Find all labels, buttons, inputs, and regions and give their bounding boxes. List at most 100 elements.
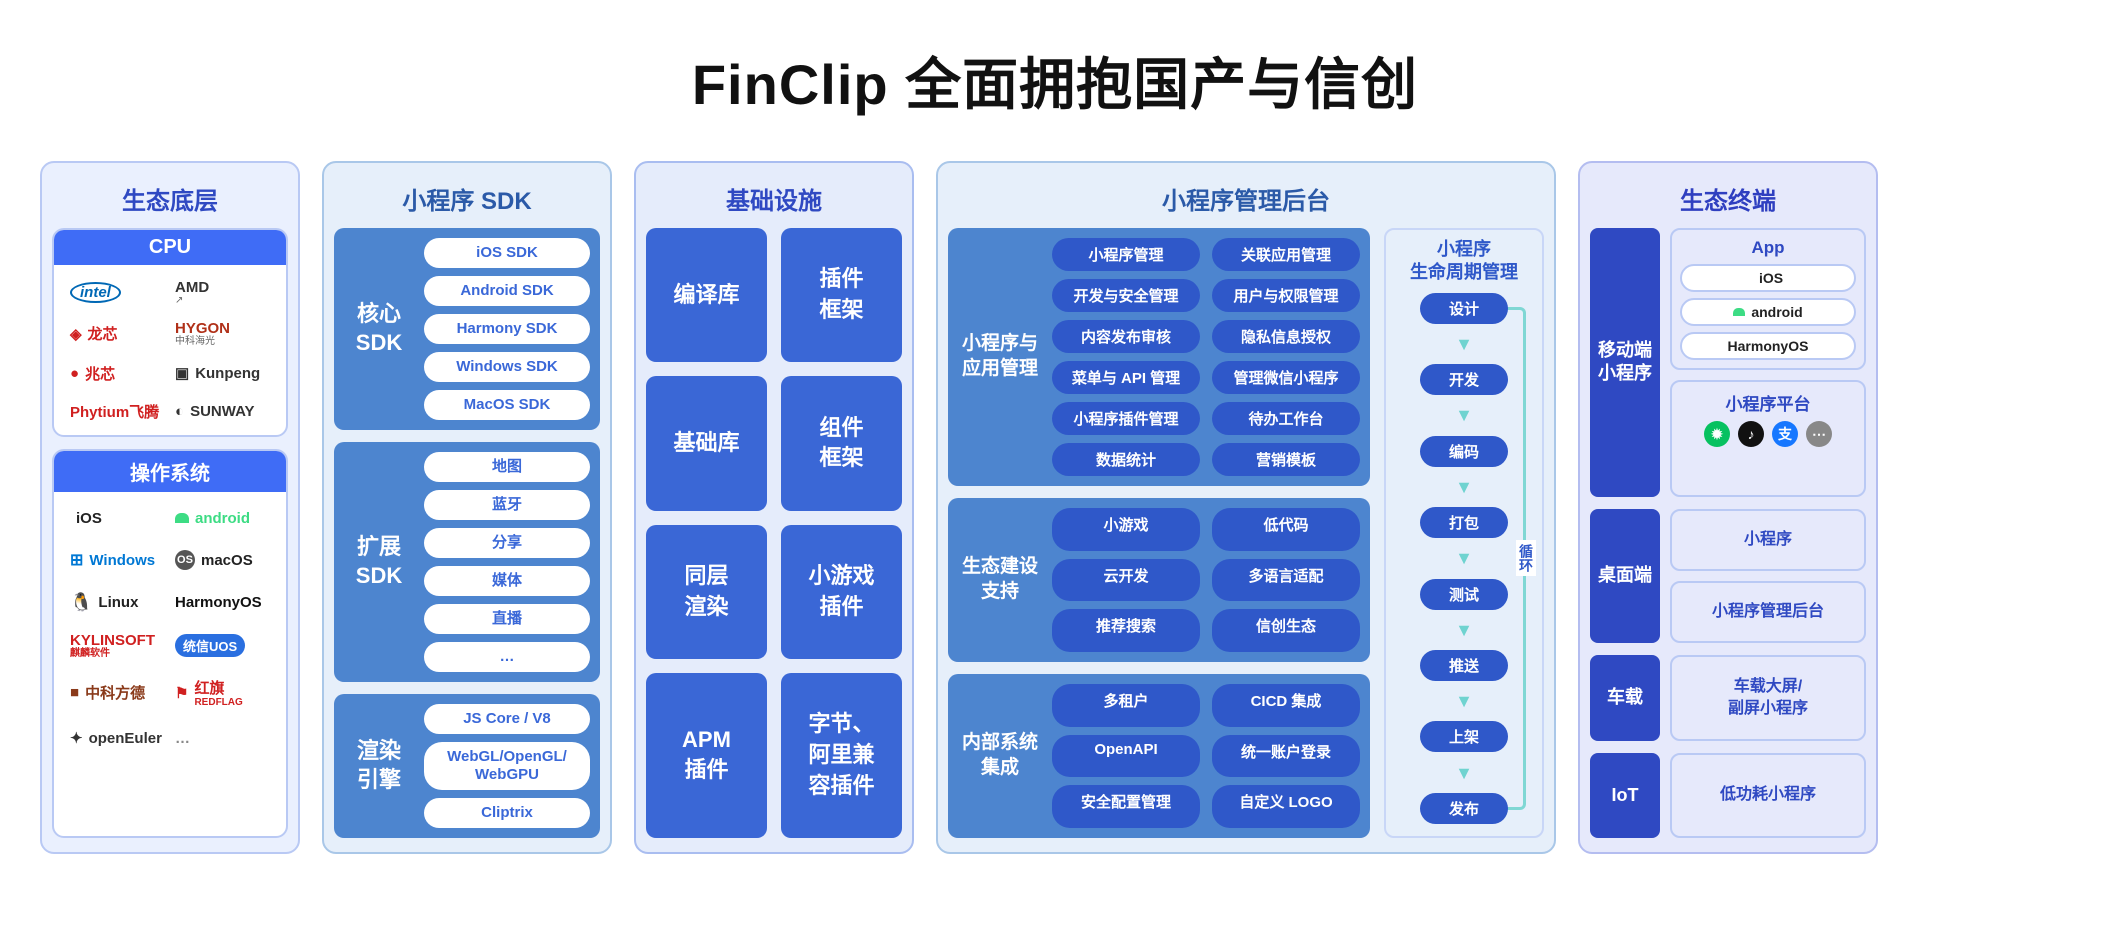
terminal-panel-title: App <box>1680 238 1856 258</box>
os-logo: … <box>175 726 270 750</box>
terminal-app-panel: AppiOSandroidHarmonyOS <box>1670 228 1866 370</box>
sdk-pill: 地图 <box>424 452 590 482</box>
mgmt-side-label: 内部系统集成 <box>958 684 1042 828</box>
sdk-pill: JS Core / V8 <box>424 704 590 734</box>
mgmt-pill: 菜单与 API 管理 <box>1052 361 1200 394</box>
mgmt-pill: 小程序管理 <box>1052 238 1200 271</box>
mgmt-pill: 多语言适配 <box>1212 559 1360 602</box>
platform-icon: ⋯ <box>1806 421 1832 447</box>
col2-header: 小程序 SDK <box>334 173 600 228</box>
infra-cell: APM插件 <box>646 673 767 838</box>
sdk-side-label: 核心SDK <box>344 238 414 420</box>
sdk-side-label: 扩展SDK <box>344 452 414 672</box>
os-title: 操作系统 <box>54 451 286 492</box>
os-logo: 🐧Linux <box>70 590 165 614</box>
col5-header: 生态终端 <box>1590 173 1866 228</box>
os-logo: ⊞Windows <box>70 548 165 572</box>
lifecycle-step: 开发 <box>1420 364 1508 395</box>
sdk-block: 渲染引擎JS Core / V8WebGL/OpenGL/WebGPUClipt… <box>334 694 600 838</box>
terminal-body: 移动端小程序AppiOSandroidHarmonyOS小程序平台✹♪支⋯桌面端… <box>1590 228 1866 838</box>
terminal-panel-title: 小程序平台 <box>1680 390 1856 415</box>
mgmt-pill: 信创生态 <box>1212 609 1360 652</box>
mgmt-pill: 关联应用管理 <box>1212 238 1360 271</box>
cpu-logo: Phytium飞腾 <box>70 399 165 423</box>
sdk-blocks: 核心SDKiOS SDKAndroid SDKHarmony SDKWindow… <box>334 228 600 838</box>
os-logo: iOS <box>70 506 165 530</box>
terminal-row: 桌面端小程序小程序管理后台 <box>1590 509 1866 643</box>
mgmt-pill: 自定义 LOGO <box>1212 785 1360 828</box>
sdk-pill: Harmony SDK <box>424 314 590 344</box>
mgmt-pill: 统一账户登录 <box>1212 735 1360 778</box>
panel-os: 操作系统iOSandroid⊞WindowsOSmacOS🐧LinuxHarmo… <box>52 449 288 838</box>
cpu-logo: AMD↗ <box>175 279 270 306</box>
page-title: FinClip 全面拥抱国产与信创 <box>40 40 2070 121</box>
sdk-side-label: 渲染引擎 <box>344 704 414 828</box>
sdk-pill: MacOS SDK <box>424 390 590 420</box>
col-mgmt: 小程序管理后台小程序与应用管理小程序管理关联应用管理开发与安全管理用户与权限管理… <box>936 161 1556 854</box>
mgmt-side-label: 生态建设支持 <box>958 508 1042 652</box>
os-logo: OSmacOS <box>175 548 270 572</box>
mgmt-pill: 隐私信息授权 <box>1212 320 1360 353</box>
terminal-plain-panel: 小程序 <box>1670 509 1866 571</box>
terminal-side-label: IoT <box>1590 753 1660 838</box>
infra-grid: 编译库插件框架基础库组件框架同层渲染小游戏插件APM插件字节、阿里兼容插件 <box>646 228 902 838</box>
col-terminal: 生态终端移动端小程序AppiOSandroidHarmonyOS小程序平台✹♪支… <box>1578 161 1878 854</box>
cpu-logo: ◈龙芯 <box>70 320 165 347</box>
terminal-side-label: 移动端小程序 <box>1590 228 1660 497</box>
lifecycle-title: 小程序生命周期管理 <box>1396 238 1532 285</box>
lifecycle-step: 上架 <box>1420 721 1508 752</box>
sdk-pill: 媒体 <box>424 566 590 596</box>
cpu-logo: HYGON中科海光 <box>175 320 270 347</box>
col-sdk: 小程序 SDK核心SDKiOS SDKAndroid SDKHarmony SD… <box>322 161 612 854</box>
sdk-pill: 分享 <box>424 528 590 558</box>
mgmt-pill: 营销模板 <box>1212 443 1360 476</box>
terminal-plain-panel: 低功耗小程序 <box>1670 753 1866 838</box>
sdk-pill: … <box>424 642 590 672</box>
cpu-logo: ●兆芯 <box>70 361 165 385</box>
sdk-pill: 蓝牙 <box>424 490 590 520</box>
infra-cell: 插件框架 <box>781 228 902 362</box>
sdk-block: 扩展SDK地图蓝牙分享媒体直播… <box>334 442 600 682</box>
lifecycle-step: 发布 <box>1420 793 1508 824</box>
lifecycle-step: 设计 <box>1420 293 1508 324</box>
mgmt-pill: 开发与安全管理 <box>1052 279 1200 312</box>
terminal-side-label: 车载 <box>1590 655 1660 740</box>
terminal-row: IoT低功耗小程序 <box>1590 753 1866 838</box>
infra-cell: 组件框架 <box>781 376 902 510</box>
mgmt-pill: 用户与权限管理 <box>1212 279 1360 312</box>
cpu-title: CPU <box>54 230 286 265</box>
col-infra: 基础设施编译库插件框架基础库组件框架同层渲染小游戏插件APM插件字节、阿里兼容插… <box>634 161 914 854</box>
cpu-logo: ▣Kunpeng <box>175 361 270 385</box>
platform-icon: 支 <box>1772 421 1798 447</box>
mgmt-pill: 小游戏 <box>1052 508 1200 551</box>
os-logo: ■中科方德 <box>70 677 165 708</box>
os-logo: 统信UOS <box>175 632 270 659</box>
terminal-side-label: 桌面端 <box>1590 509 1660 643</box>
terminal-plain-panel: 小程序管理后台 <box>1670 581 1866 643</box>
os-logo: ⚑红旗REDFLAG <box>175 677 270 708</box>
mgmt-pill: 低代码 <box>1212 508 1360 551</box>
os-logo: KYLINSOFT麒麟软件 <box>70 632 165 659</box>
terminal-os-pill: iOS <box>1680 264 1856 292</box>
os-logo: ✦openEuler <box>70 726 165 750</box>
lifecycle-step: 测试 <box>1420 579 1508 610</box>
infra-cell: 基础库 <box>646 376 767 510</box>
mgmt-pill: 数据统计 <box>1052 443 1200 476</box>
col3-header: 基础设施 <box>646 173 902 228</box>
panel-cpu: CPUintelAMD↗◈龙芯HYGON中科海光●兆芯▣KunpengPhyti… <box>52 228 288 437</box>
cpu-logo: ◐SUNWAY <box>175 399 270 423</box>
col4-header: 小程序管理后台 <box>948 173 1544 228</box>
lifecycle-panel: 小程序生命周期管理循环设计▼开发▼编码▼打包▼测试▼推送▼上架▼发布 <box>1384 228 1544 838</box>
platform-icon: ♪ <box>1738 421 1764 447</box>
mgmt-side-label: 小程序与应用管理 <box>958 238 1042 476</box>
mgmt-pill: 推荐搜索 <box>1052 609 1200 652</box>
mgmt-block: 小程序与应用管理小程序管理关联应用管理开发与安全管理用户与权限管理内容发布审核隐… <box>948 228 1370 486</box>
lifecycle-step: 推送 <box>1420 650 1508 681</box>
mgmt-pill: 多租户 <box>1052 684 1200 727</box>
terminal-platform-panel: 小程序平台✹♪支⋯ <box>1670 380 1866 497</box>
mgmt-block: 内部系统集成多租户CICD 集成OpenAPI统一账户登录安全配置管理自定义 L… <box>948 674 1370 838</box>
sdk-pill: Windows SDK <box>424 352 590 382</box>
terminal-row: 车载车载大屏/副屏小程序 <box>1590 655 1866 740</box>
terminal-os-pill: HarmonyOS <box>1680 332 1856 360</box>
lifecycle-loop-label: 循环 <box>1516 540 1536 576</box>
